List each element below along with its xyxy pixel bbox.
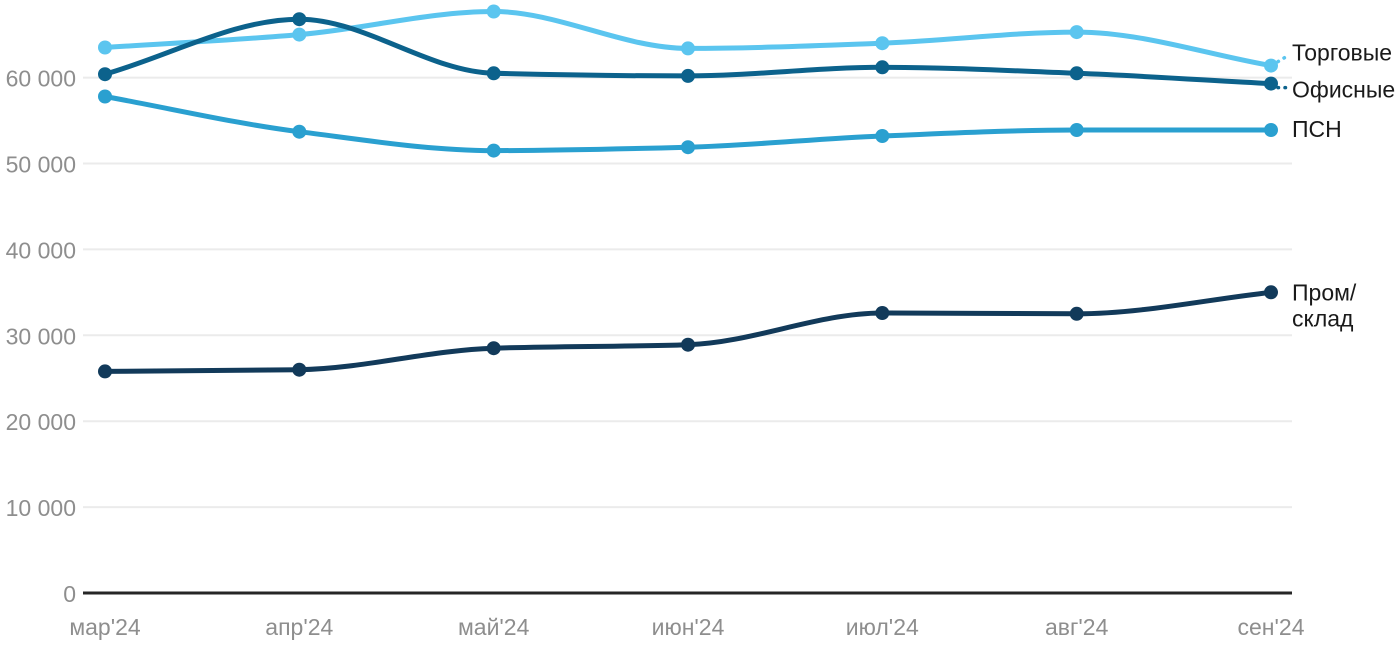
series-label-line-torgovye-0: Торговые — [1292, 40, 1392, 66]
data-point-ofisnye-4 — [875, 60, 890, 75]
series-label-line-prom-sklad-1: склад — [1292, 305, 1354, 331]
series-label-line-ofisnye-0: Офисные — [1292, 77, 1395, 103]
data-point-torgovye-1 — [292, 27, 307, 42]
data-point-prom-sklad-0 — [98, 364, 112, 379]
data-point-psn-6 — [1264, 123, 1278, 137]
y-tick-label-60000: 60 000 — [6, 66, 76, 92]
data-point-prom-sklad-1 — [292, 362, 307, 377]
data-point-prom-sklad-5 — [1069, 306, 1084, 321]
data-point-ofisnye-3 — [681, 68, 695, 83]
series-label-ofisnye: Офисные — [1292, 77, 1395, 103]
data-point-psn-0 — [98, 89, 112, 104]
series-label-line-prom-sklad-0: Пром/ — [1292, 279, 1357, 305]
data-point-ofisnye-1 — [292, 12, 307, 27]
y-tick-label-10000: 10 000 — [6, 495, 76, 521]
x-tick-label-5: авг'24 — [1045, 614, 1109, 640]
x-tick-label-3: июн'24 — [652, 614, 725, 640]
y-grid: 0 10 000 20 000 30 000 40 000 50 000 60 000 — [6, 66, 1292, 607]
series-label-torgovye: Торговые — [1292, 40, 1392, 66]
x-tick-label-0: мар'24 — [69, 614, 141, 640]
data-point-torgovye-6 — [1264, 58, 1278, 73]
x-axis-labels: мар'24 апр'24 май'24 июн'24 июл'24 авг'24 сен'… — [69, 614, 1304, 640]
data-point-ofisnye-6 — [1264, 76, 1278, 91]
data-point-ofisnye-2 — [486, 66, 501, 81]
data-point-prom-sklad-6 — [1264, 285, 1278, 300]
data-point-torgovye-2 — [486, 4, 501, 19]
series-torgovye: Торговые — [98, 4, 1392, 73]
data-point-psn-4 — [875, 129, 890, 143]
series-ofisnye: Офисные — [98, 12, 1395, 103]
series-psn: ПСН — [98, 89, 1342, 158]
x-tick-label-2: май'24 — [458, 614, 530, 640]
series-label-line-psn-0: ПСН — [1292, 116, 1342, 142]
series-label-prom-sklad: Пром/склад — [1292, 279, 1357, 331]
data-point-psn-3 — [681, 140, 695, 155]
x-tick-label-1: апр'24 — [265, 614, 333, 640]
y-tick-label-30000: 30 000 — [6, 323, 76, 349]
x-tick-label-4: июл'24 — [846, 614, 919, 640]
data-point-ofisnye-0 — [98, 67, 112, 82]
data-point-psn-1 — [292, 124, 307, 139]
data-point-prom-sklad-4 — [875, 306, 890, 320]
data-point-torgovye-0 — [98, 40, 112, 55]
y-tick-label-40000: 40 000 — [6, 237, 76, 263]
data-point-prom-sklad-2 — [486, 341, 501, 356]
x-tick-label-6: сен'24 — [1238, 614, 1305, 640]
y-tick-label-0: 0 — [63, 581, 76, 607]
data-point-psn-5 — [1069, 123, 1084, 137]
data-point-torgovye-5 — [1069, 25, 1084, 40]
data-point-torgovye-4 — [875, 36, 890, 51]
data-point-torgovye-3 — [681, 41, 695, 56]
y-tick-label-20000: 20 000 — [6, 409, 76, 435]
series-label-psn: ПСН — [1292, 116, 1342, 142]
data-point-prom-sklad-3 — [681, 337, 695, 352]
data-point-psn-2 — [486, 143, 501, 158]
y-tick-label-50000: 50 000 — [6, 152, 76, 178]
series-prom-sklad: Пром/склад — [98, 279, 1357, 379]
data-point-ofisnye-5 — [1069, 66, 1084, 81]
series-line-prom-sklad — [102, 289, 1274, 374]
series-leader-torgovye — [1276, 53, 1290, 64]
